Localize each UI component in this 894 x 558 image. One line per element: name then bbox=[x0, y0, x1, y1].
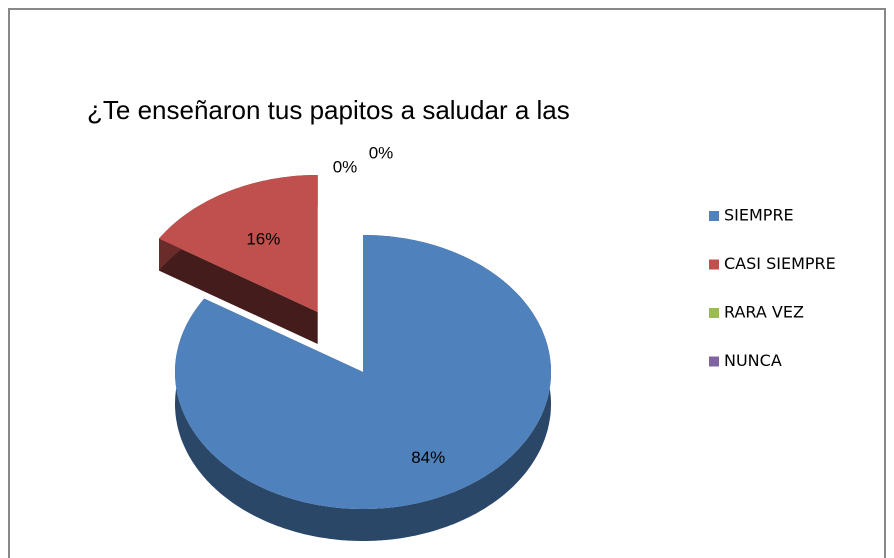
legend-swatch bbox=[709, 259, 719, 270]
legend-label: SIEMPRE bbox=[724, 206, 794, 225]
data-label: 16% bbox=[246, 229, 280, 248]
legend-label: CASI SIEMPRE bbox=[724, 254, 836, 273]
slice-side bbox=[159, 238, 318, 344]
data-label: 0% bbox=[369, 144, 394, 163]
data-label: 0% bbox=[333, 158, 358, 177]
slice bbox=[175, 235, 551, 509]
legend-label: NUNCA bbox=[724, 351, 782, 370]
chart-title: ¿Te enseñaron tus papitos a saludar a la… bbox=[87, 95, 570, 125]
legend-swatch bbox=[709, 356, 719, 367]
slice bbox=[159, 175, 318, 312]
legend-swatch bbox=[709, 308, 719, 318]
data-label: 84% bbox=[411, 448, 445, 467]
legend-label: RARA VEZ bbox=[724, 303, 804, 322]
legend-swatch bbox=[709, 211, 719, 221]
